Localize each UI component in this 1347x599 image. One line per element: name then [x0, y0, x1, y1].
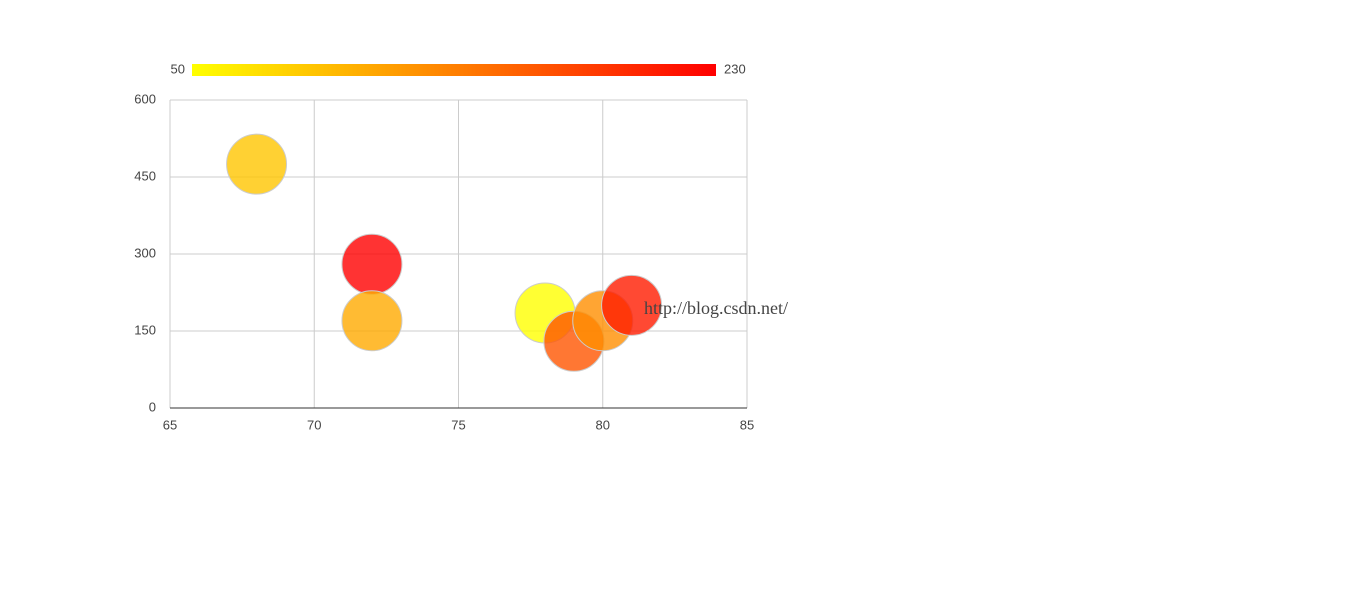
bubble [341, 290, 403, 352]
y-tick-label: 450 [134, 168, 156, 183]
color-axis-max: 230 [724, 61, 746, 76]
bubble [226, 133, 288, 195]
color-axis-min: 50 [171, 61, 185, 76]
x-tick-label: 75 [451, 417, 465, 432]
bubble [601, 274, 663, 336]
y-tick-label: 150 [134, 322, 156, 337]
y-tick-label: 600 [134, 91, 156, 106]
y-tick-label: 0 [149, 399, 156, 414]
color-axis-bar [192, 64, 716, 76]
y-tick-label: 300 [134, 245, 156, 260]
watermark: http://blog.csdn.net/ [644, 298, 788, 318]
x-tick-label: 70 [307, 417, 321, 432]
x-tick-label: 80 [596, 417, 610, 432]
x-tick-label: 65 [163, 417, 177, 432]
x-tick-label: 85 [740, 417, 754, 432]
bubble [341, 233, 403, 295]
